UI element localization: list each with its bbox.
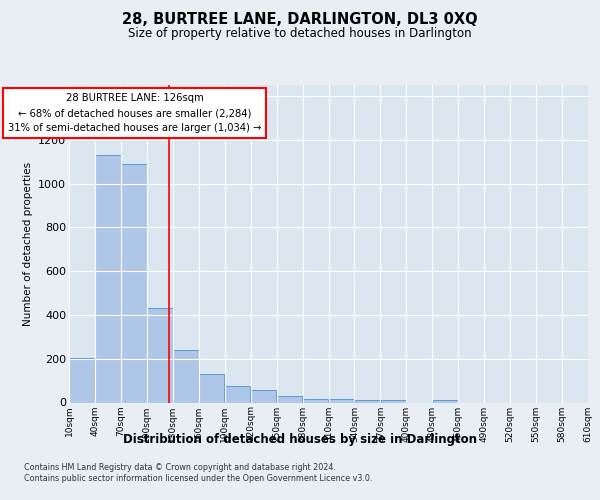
Bar [380,400,406,402]
Bar [329,399,354,402]
Bar [303,399,328,402]
Text: 28 BURTREE LANE: 126sqm
← 68% of detached houses are smaller (2,284)
31% of semi: 28 BURTREE LANE: 126sqm ← 68% of detache… [8,93,262,133]
Text: 28, BURTREE LANE, DARLINGTON, DL3 0XQ: 28, BURTREE LANE, DARLINGTON, DL3 0XQ [122,12,478,28]
Bar [433,400,458,402]
Text: Distribution of detached houses by size in Darlington: Distribution of detached houses by size … [123,432,477,446]
Text: Size of property relative to detached houses in Darlington: Size of property relative to detached ho… [128,28,472,40]
Bar [225,386,250,402]
Bar [199,374,224,402]
Bar [121,164,146,402]
Y-axis label: Number of detached properties: Number of detached properties [23,162,32,326]
Bar [69,358,95,403]
Bar [147,308,173,402]
Text: Contains public sector information licensed under the Open Government Licence v3: Contains public sector information licen… [24,474,373,483]
Bar [277,396,302,402]
Bar [173,350,199,403]
Bar [95,155,121,402]
Text: Contains HM Land Registry data © Crown copyright and database right 2024.: Contains HM Land Registry data © Crown c… [24,462,336,471]
Bar [251,390,277,402]
Bar [355,400,380,402]
